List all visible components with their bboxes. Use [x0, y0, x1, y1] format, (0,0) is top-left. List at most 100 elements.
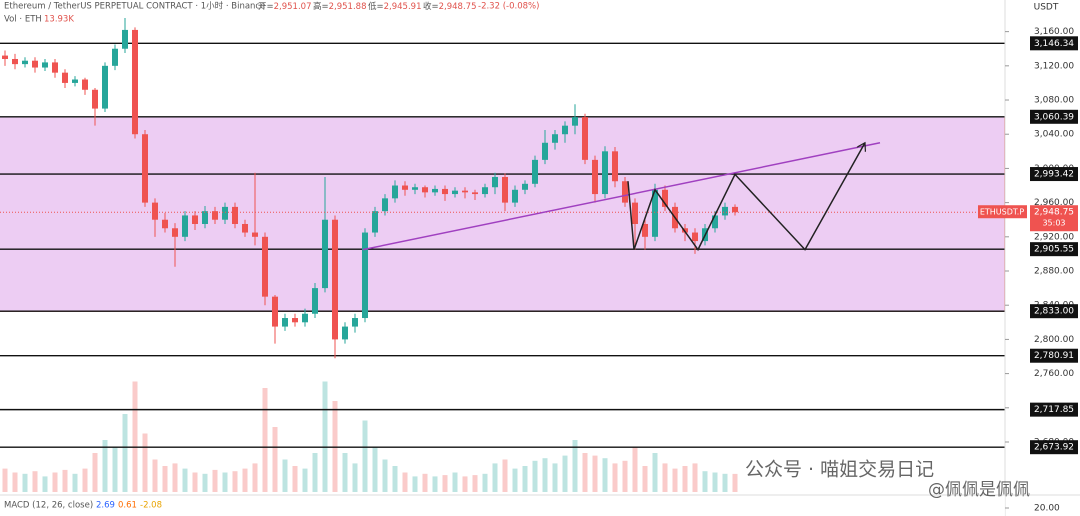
volume-title: Vol · ETH [4, 15, 42, 25]
candle-body [632, 202, 638, 224]
candle-body [332, 219, 338, 340]
volume-bar [152, 459, 158, 492]
candle-body [552, 134, 558, 143]
volume-bar [262, 388, 268, 492]
ohlc-label: 开= [258, 2, 274, 12]
volume-bar [702, 471, 708, 492]
candle-body [52, 62, 58, 73]
candle-body [722, 206, 728, 216]
volume-bar [482, 473, 488, 492]
candle-body [32, 60, 38, 68]
macd-title: MACD (12, 26, close) [4, 501, 93, 511]
level-label: 3,060.39 [1034, 112, 1074, 122]
volume-bar [202, 473, 208, 492]
volume-bar [582, 453, 588, 492]
volume-bar [62, 469, 68, 492]
volume-bar [272, 427, 278, 492]
candle-body [202, 211, 208, 224]
candle-body [282, 318, 288, 327]
volume-bar [642, 466, 648, 492]
volume-bar [12, 472, 18, 492]
candle-body [142, 134, 148, 203]
level-label: 3,146.34 [1034, 39, 1074, 49]
candle-body [492, 176, 498, 188]
volume-bar [402, 472, 408, 492]
candle-body [482, 187, 488, 195]
volume-bar [412, 476, 418, 492]
volume-bar [342, 453, 348, 492]
candle-body [172, 228, 178, 237]
volume-bar [82, 468, 88, 492]
candle-body [162, 219, 168, 229]
countdown: 35:03 [1042, 219, 1065, 228]
volume-bar [472, 475, 478, 492]
symbol-title: Ethereum / TetherUS PERPETUAL CONTRACT ·… [4, 1, 265, 12]
volume-bar [672, 468, 678, 492]
candle-body [502, 176, 508, 203]
volume-bar [422, 473, 428, 492]
volume-bar [92, 453, 98, 492]
ohlc-label: 收= [423, 1, 439, 12]
ohlc-group: 开=2,951.07 高=2,951.88 低=2,945.91 收=2,948.75 [258, 1, 476, 12]
ohlc-item: 低=2,945.91 [368, 1, 421, 12]
volume-bar [102, 440, 108, 492]
candle-body [22, 60, 28, 65]
candle-body [322, 219, 328, 289]
volume-bar [462, 476, 468, 492]
volume-bar [192, 472, 198, 492]
candle-body [242, 223, 248, 233]
candle-body [132, 29, 138, 135]
volume-bar [282, 459, 288, 492]
candle-body [292, 318, 298, 323]
candle-body [342, 326, 348, 340]
volume-bar [502, 459, 508, 492]
volume-bar [52, 472, 58, 492]
level-label: 2,780.91 [1034, 351, 1074, 361]
ohlc-item: 收=2,948.75 [423, 1, 476, 12]
candle-body [82, 79, 88, 90]
level-label: 2,993.42 [1034, 170, 1074, 180]
candle-body [272, 296, 278, 327]
symbol-tag [978, 205, 1027, 219]
y-tick-label: 2,760.00 [1034, 369, 1074, 379]
candle-body [232, 206, 238, 224]
macd-signal: 0.61 [118, 501, 137, 511]
macd-histogram: -2.08 [140, 501, 162, 511]
candle-body [182, 215, 188, 237]
candle-body [92, 89, 98, 109]
candle-body [392, 185, 398, 199]
volume-bar [362, 420, 368, 492]
candle-body [192, 215, 198, 224]
macd-tick-label: 20.00 [1034, 504, 1060, 514]
volume-bar [322, 381, 328, 492]
trendline [362, 142, 881, 251]
candle-body [222, 206, 228, 220]
candle-body [532, 159, 538, 184]
change: -2.32 (-0.08%) [478, 2, 539, 12]
candle-body [712, 215, 718, 229]
candle-body [362, 232, 368, 319]
volume-bar [612, 463, 618, 492]
candle-body [542, 142, 548, 160]
volume-last: 13.93K [44, 15, 74, 25]
level-tag [1030, 402, 1078, 417]
candle-body [512, 189, 518, 203]
volume-bar [232, 471, 238, 492]
volume-bar [32, 471, 38, 492]
volume-bar [72, 473, 78, 492]
projection-path [627, 143, 865, 252]
candle-body [462, 190, 468, 193]
level-tag [1030, 348, 1078, 363]
ohlc-label: 高= [313, 1, 329, 12]
ohlc-value: 2,948.75 [439, 2, 477, 12]
volume-bar [542, 458, 548, 492]
candle-body [352, 318, 358, 327]
price-label: 2,948.75 [1034, 208, 1074, 218]
volume-bar [682, 466, 688, 492]
volume-bar [732, 473, 738, 492]
volume-bar [292, 466, 298, 492]
volume-bar [552, 463, 558, 492]
candle-body [452, 190, 458, 195]
volume-bar [312, 453, 318, 492]
